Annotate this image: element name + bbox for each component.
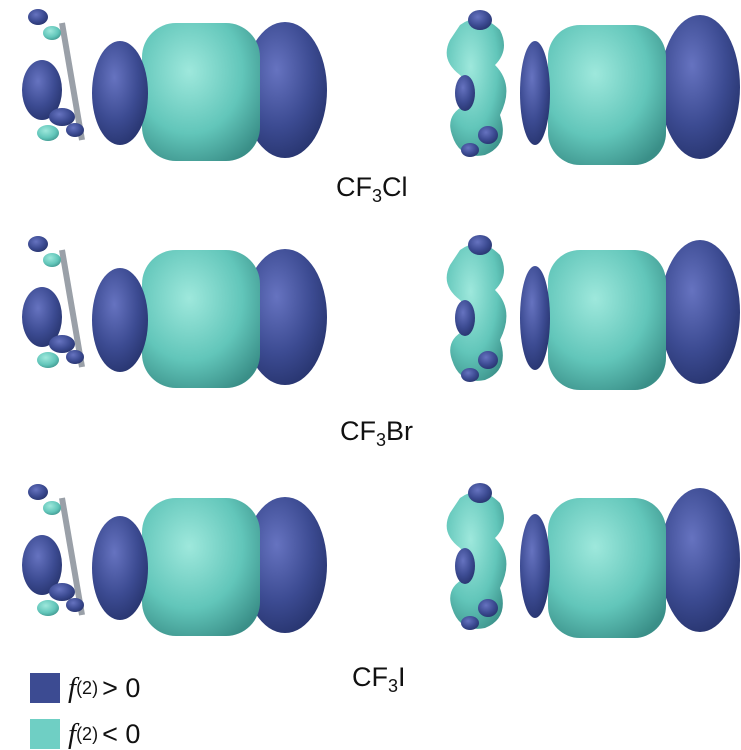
text: CF xyxy=(336,172,372,202)
isosurfaces xyxy=(0,0,741,750)
text: Br xyxy=(386,416,413,446)
text: CF xyxy=(352,662,388,692)
text: CF xyxy=(340,416,376,446)
molecule-right xyxy=(447,483,740,638)
molecule-label: CF3Cl xyxy=(336,172,408,207)
text: Cl xyxy=(382,172,408,202)
molecule-label: CF3Br xyxy=(340,416,413,451)
molecule-left xyxy=(22,9,327,161)
text: (2) xyxy=(76,724,98,745)
text: 3 xyxy=(372,186,382,206)
legend-swatch xyxy=(30,673,60,703)
text: < 0 xyxy=(102,719,140,750)
molecule-right xyxy=(447,10,740,165)
molecule-left xyxy=(22,484,327,636)
text: > 0 xyxy=(102,673,140,704)
text: 3 xyxy=(388,676,398,696)
legend-entry: f(2)> 0 xyxy=(30,672,140,704)
text: f xyxy=(68,672,76,705)
text: f xyxy=(68,718,76,750)
text: (2) xyxy=(76,678,98,699)
text: 3 xyxy=(376,430,386,450)
molecule-left xyxy=(22,236,327,388)
legend-swatch xyxy=(30,719,60,749)
molecule-right xyxy=(447,235,740,390)
figure: CF3Cl CF3Br CF3I f(2)> 0 f(2)< 0 xyxy=(0,0,741,750)
text: I xyxy=(398,662,406,692)
legend-entry: f(2)< 0 xyxy=(30,718,140,750)
molecule-label: CF3I xyxy=(352,662,406,697)
